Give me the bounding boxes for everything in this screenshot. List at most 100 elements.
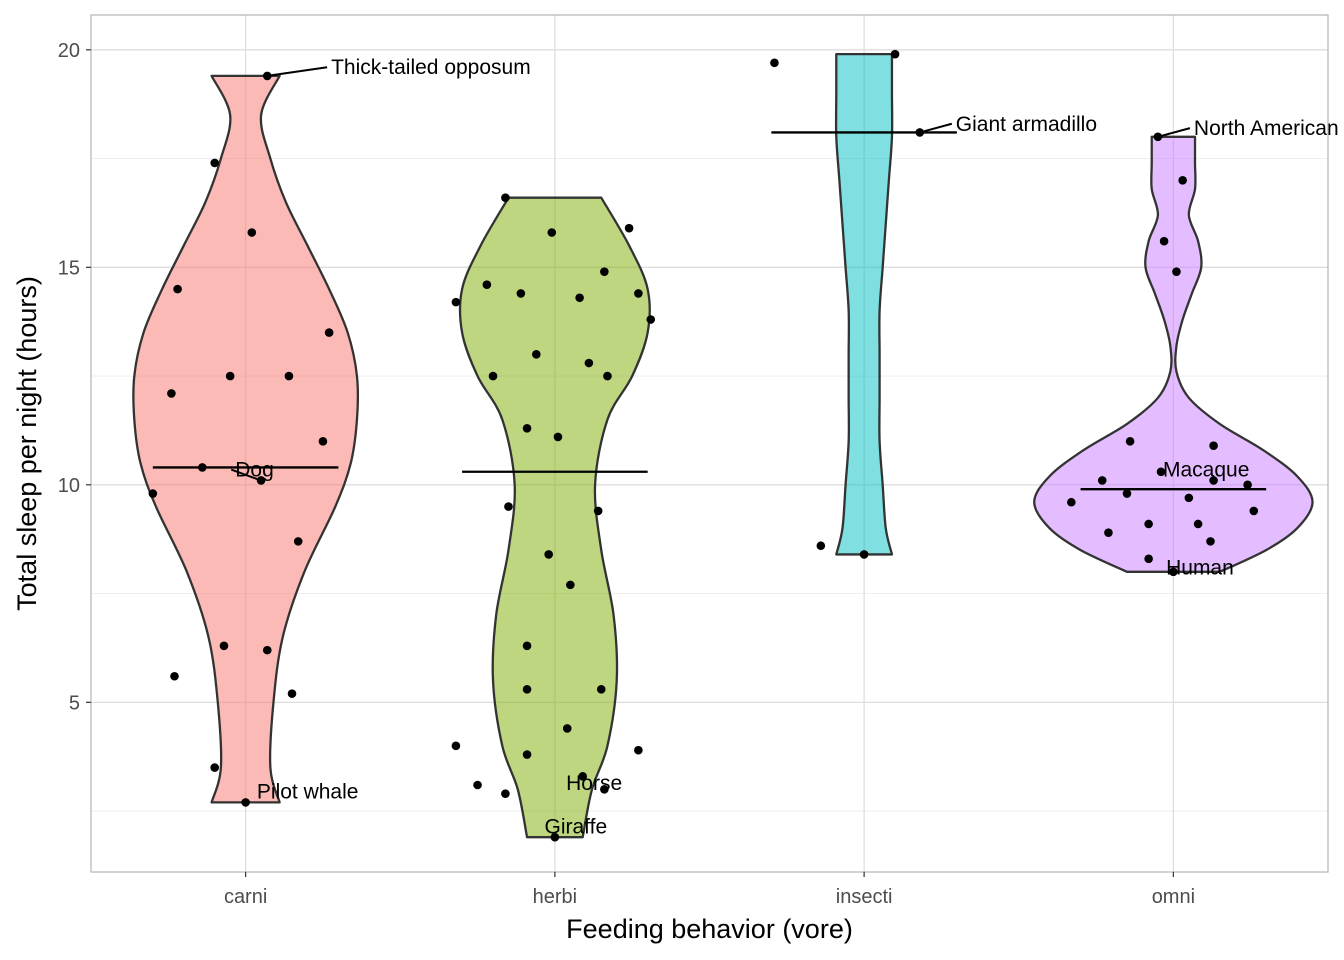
data-point-herbi	[593, 506, 603, 516]
data-point-carni	[210, 763, 219, 772]
data-point-omni	[1249, 506, 1259, 516]
panel-border	[90, 14, 1329, 873]
data-point-carni	[247, 228, 257, 237]
x-tick-label-carni: carni	[224, 886, 267, 908]
y-tick-label: 20	[58, 40, 80, 62]
data-point-carni	[170, 671, 179, 681]
data-point-insecti	[890, 49, 900, 59]
data-point-carni	[198, 463, 207, 472]
data-point-carni	[173, 284, 182, 294]
x-tick-label-herbi: herbi	[533, 886, 577, 908]
data-point-carni	[318, 437, 328, 446]
data-point-herbi	[584, 358, 594, 368]
data-point-omni	[1169, 567, 1178, 577]
data-point-carni	[284, 371, 294, 381]
data-point-herbi	[600, 785, 609, 794]
y-tick-label: 15	[58, 257, 80, 279]
data-point-herbi	[550, 832, 560, 842]
data-point-herbi	[646, 315, 656, 324]
data-point-herbi	[522, 750, 532, 759]
data-point-carni	[225, 371, 235, 381]
y-tick-label: 5	[69, 692, 80, 714]
data-point-omni	[1209, 476, 1218, 485]
data-points	[148, 49, 1259, 842]
data-point-omni	[1172, 267, 1181, 276]
annotation-label: North American opossum	[1194, 117, 1344, 140]
data-point-herbi	[562, 724, 572, 733]
annotations: Thick-tailed opposum Dog Pilot whale Horse G…	[230, 56, 1344, 838]
y-tick-label: 10	[58, 475, 80, 497]
data-point-herbi	[522, 423, 532, 433]
data-point-omni	[1144, 519, 1153, 529]
data-point-carni	[167, 389, 176, 398]
x-tick-label-insecti: insecti	[836, 886, 893, 908]
data-point-omni	[1209, 441, 1218, 450]
data-point-herbi	[473, 780, 482, 790]
data-point-herbi	[522, 684, 532, 694]
data-point-omni	[1125, 437, 1135, 446]
data-point-omni	[1184, 493, 1194, 503]
data-point-insecti	[770, 58, 779, 68]
data-point-herbi	[634, 289, 643, 298]
data-point-herbi	[482, 280, 492, 290]
x-axis-title: Feeding behavior (vore)	[566, 914, 853, 944]
annotation-label: Dog	[235, 459, 274, 482]
data-point-carni	[293, 537, 303, 546]
annotation-label: Macaque	[1163, 459, 1249, 482]
data-point-carni	[262, 645, 272, 655]
violin-carni	[132, 74, 360, 804]
data-point-omni	[1206, 537, 1215, 546]
annotation-label: Thick-tailed opposum	[331, 56, 531, 79]
data-point-insecti	[859, 550, 869, 559]
data-point-omni	[1153, 132, 1163, 142]
data-point-carni	[210, 158, 219, 168]
data-point-insecti	[816, 541, 826, 551]
annotation-leader	[919, 122, 953, 134]
data-point-herbi	[544, 550, 553, 559]
annotation-label: Giraffe	[545, 815, 608, 838]
violin-insecti	[834, 53, 894, 556]
data-point-omni	[1097, 476, 1107, 485]
data-point-carni	[241, 798, 250, 807]
data-point-herbi	[501, 789, 510, 798]
data-point-herbi	[624, 223, 634, 233]
data-point-herbi	[596, 684, 606, 694]
annotation-leader	[1157, 127, 1191, 138]
data-point-omni	[1144, 554, 1153, 564]
x-axis: carni herbi insecti omni	[224, 872, 1195, 908]
data-point-herbi	[522, 641, 532, 651]
data-point-omni	[1193, 519, 1203, 529]
data-point-herbi	[501, 193, 510, 203]
data-point-omni	[1243, 480, 1252, 490]
data-point-herbi	[600, 267, 609, 276]
data-point-herbi	[578, 771, 588, 781]
data-point-omni	[1104, 528, 1113, 537]
annotation-leader	[230, 468, 262, 482]
data-point-herbi	[566, 580, 575, 590]
annotation-label: Human	[1166, 556, 1234, 579]
data-point-omni	[1122, 489, 1132, 498]
data-point-herbi	[488, 371, 498, 381]
violins	[132, 53, 1314, 839]
median-lines	[152, 131, 1267, 491]
data-point-omni	[1156, 467, 1166, 477]
data-point-herbi	[575, 293, 584, 303]
data-point-carni	[256, 476, 266, 485]
y-axis: 5 10 15 20	[58, 40, 91, 714]
data-point-herbi	[634, 745, 643, 755]
data-point-carni	[219, 641, 229, 651]
violin-omni	[1033, 135, 1314, 573]
annotation-leader	[267, 66, 328, 77]
data-point-herbi	[553, 432, 563, 442]
data-point-herbi	[451, 297, 461, 307]
data-point-omni	[1159, 236, 1169, 246]
data-point-carni	[287, 689, 297, 698]
data-point-omni	[1067, 497, 1076, 507]
annotation-label: Pilot whale	[257, 781, 359, 804]
data-point-herbi	[532, 350, 541, 359]
y-axis-title: Total sleep per night (hours)	[12, 276, 42, 611]
data-point-herbi	[504, 502, 513, 511]
annotation-label: Horse	[566, 772, 622, 795]
data-point-carni	[148, 489, 158, 498]
